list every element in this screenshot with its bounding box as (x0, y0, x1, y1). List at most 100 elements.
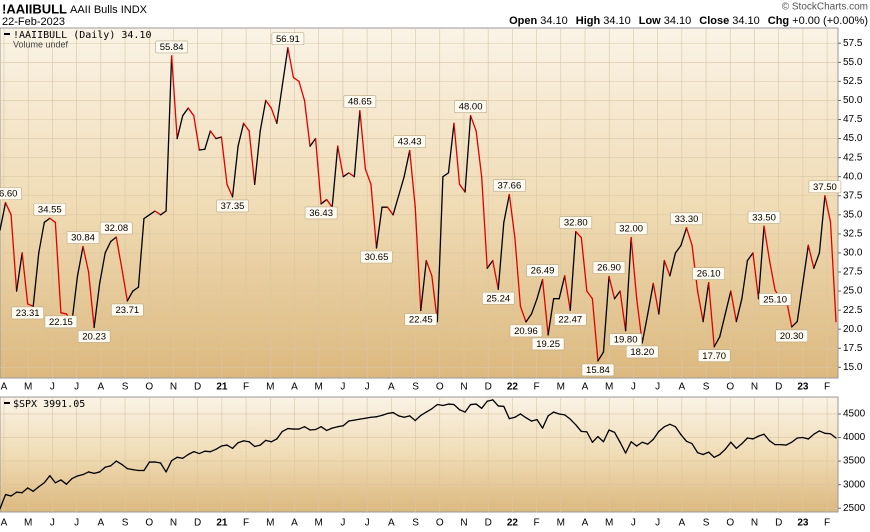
x-tick-label: A (291, 518, 298, 529)
value-label: 37.50 (813, 182, 837, 193)
value-label-box (670, 212, 703, 226)
line-segment (458, 183, 466, 193)
line-segment (337, 425, 344, 428)
x-tick-label: M (605, 518, 613, 529)
legend-swatch (4, 402, 10, 404)
x-tick-label: J (631, 382, 636, 393)
line-segment (364, 168, 372, 185)
x-tick-label: F (534, 382, 540, 393)
value-label-box (11, 306, 44, 320)
y-tick-label: 47.5 (843, 114, 863, 125)
line-segment (763, 225, 771, 262)
line-segment (608, 275, 616, 300)
x-tick-label: A (1, 382, 8, 393)
value-label-box (304, 206, 338, 220)
line-segment (802, 244, 809, 285)
y-tick-label: 22.5 (843, 305, 863, 316)
y-tick-label: 4500 (843, 409, 866, 420)
line-segment (93, 471, 101, 475)
line-segment (104, 240, 112, 254)
line-segment (265, 99, 272, 109)
value-label-box (360, 250, 393, 264)
line-segment (597, 351, 605, 362)
line-segment (4, 201, 12, 216)
line-segment (558, 275, 566, 300)
line-segment (49, 475, 57, 484)
y-tick-label: 40.0 (843, 171, 863, 182)
line-segment (38, 221, 45, 254)
value-label-box (77, 330, 111, 343)
line-segment (348, 419, 355, 422)
line-segment (298, 80, 306, 102)
line-segment (137, 217, 145, 288)
value-label: 20.30 (780, 331, 804, 342)
line-segment (182, 107, 189, 117)
value-label-box (99, 221, 133, 235)
value-label: 25.10 (763, 294, 787, 305)
value-label: 15.84 (586, 365, 610, 376)
line-segment (636, 441, 643, 447)
symbol-name: AAII Bulls INDX (70, 4, 148, 16)
value-label: 26.90 (597, 263, 621, 274)
x-tick-label: A (679, 382, 686, 393)
value-label: 36.60 (0, 189, 17, 200)
line-segment (259, 439, 267, 446)
value-label-box (404, 313, 438, 326)
line-segment (641, 441, 649, 445)
x-tick-label: M (557, 518, 565, 529)
line-segment (746, 252, 754, 262)
line-segment (768, 259, 776, 291)
value-label-box (526, 264, 559, 278)
value-label: 48.65 (348, 97, 372, 108)
line-segment (525, 417, 533, 422)
quote-label: Chg (768, 15, 789, 27)
x-tick-label: N (751, 518, 758, 529)
line-segment (492, 259, 499, 290)
x-tick-label: J (74, 382, 79, 393)
line-segment (10, 491, 18, 497)
value-label: 30.84 (71, 233, 95, 244)
x-tick-label: J (655, 518, 660, 529)
line-segment (10, 214, 18, 292)
y-tick-label: 52.5 (843, 76, 863, 87)
quote-label: Close (699, 15, 729, 27)
line-segment (741, 437, 749, 445)
x-tick-label: D (194, 382, 201, 393)
line-segment (237, 440, 245, 444)
line-segment (187, 451, 195, 456)
line-segment (237, 122, 245, 147)
line-segment (104, 465, 112, 468)
y-tick-label: 32.5 (843, 229, 863, 240)
line-segment (215, 445, 223, 450)
line-segment (414, 414, 422, 422)
x-tick-label: O (145, 518, 153, 529)
line-segment (99, 252, 106, 285)
line-segment (154, 461, 162, 464)
line-segment (674, 244, 682, 254)
line-segment (541, 279, 549, 336)
line-segment (259, 99, 267, 132)
value-label: 33.50 (752, 212, 776, 223)
x-tick-label: D (775, 518, 782, 529)
line-segment (303, 426, 311, 431)
y-tick-label: 3500 (843, 456, 866, 467)
x-tick-label: M (266, 382, 274, 393)
line-segment (658, 426, 666, 433)
line-segment (530, 298, 538, 315)
x-tick-label: O (726, 518, 734, 529)
line-segment (492, 399, 499, 407)
value-label-box (758, 293, 792, 306)
x-tick-label: F (824, 518, 830, 529)
value-label-box (33, 202, 67, 216)
line-segment (60, 479, 68, 485)
line-segment (110, 236, 117, 243)
x-tick-label: J (50, 518, 55, 529)
line-segment (425, 259, 433, 277)
x-tick-label: 21 (216, 518, 228, 529)
line-segment (508, 193, 516, 239)
value-label-box (625, 345, 659, 359)
line-segment (757, 225, 765, 300)
x-tick-label: A (679, 518, 686, 529)
x-tick-label: M (605, 382, 613, 393)
x-tick-label: S (122, 518, 129, 529)
